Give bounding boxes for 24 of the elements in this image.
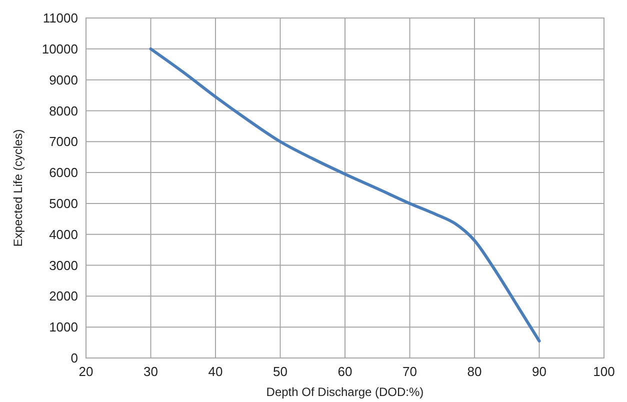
x-tick-label: 90	[532, 364, 546, 379]
y-tick-label: 9000	[49, 72, 78, 88]
line-series	[149, 47, 541, 342]
y-tick-label: 11000	[42, 10, 78, 26]
y-tick-label: 1000	[49, 320, 78, 335]
x-tick-label: 50	[273, 364, 288, 379]
x-tick-label: 100	[593, 364, 615, 379]
x-tick-label: 80	[467, 364, 482, 379]
y-tick-label: 5000	[49, 196, 78, 212]
y-tick-label: 4000	[49, 226, 78, 242]
y-tick-label: 6000	[49, 165, 78, 180]
x-axis-title: Depth Of Discharge (DOD:%)	[266, 385, 424, 399]
y-tick-label: 0	[70, 350, 78, 366]
y-tick-label: 2000	[49, 288, 78, 304]
y-tick-label: 3000	[49, 258, 78, 273]
x-tick-label: 60	[338, 364, 352, 379]
y-tick-label: 8000	[49, 103, 78, 118]
y-tick-label: 10000	[42, 41, 78, 56]
y-tick-label: 7000	[49, 134, 78, 150]
x-tick-label: 70	[402, 364, 417, 379]
x-tick-label: 20	[78, 364, 94, 379]
x-tick-label: 30	[144, 364, 158, 379]
x-tick-label: 40	[208, 364, 223, 379]
y-axis-title: Expected Life (cycles)	[11, 129, 25, 247]
